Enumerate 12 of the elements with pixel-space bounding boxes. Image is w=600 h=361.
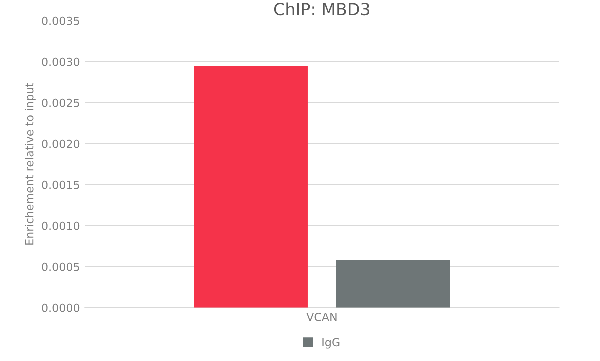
legend-label: IgG — [322, 338, 340, 349]
y-tick-label: 0.0005 — [42, 262, 80, 272]
y-tick-label: 0.0035 — [42, 16, 80, 26]
y-tick-label: 0.0030 — [42, 58, 80, 66]
x-tick-label: VCAN — [306, 312, 337, 322]
y-tick-label: 0.0025 — [42, 98, 80, 108]
y-tick-label: 0.0020 — [42, 140, 80, 148]
chart-title: ChIP: MBD3 — [274, 2, 370, 16]
y-tick-label: 0.0010 — [42, 222, 80, 230]
y-tick-label: 0.0015 — [42, 180, 80, 190]
y-axis-title: Enrichement relative to input — [25, 83, 36, 245]
y-tick-label: 0.0000 — [42, 304, 80, 312]
